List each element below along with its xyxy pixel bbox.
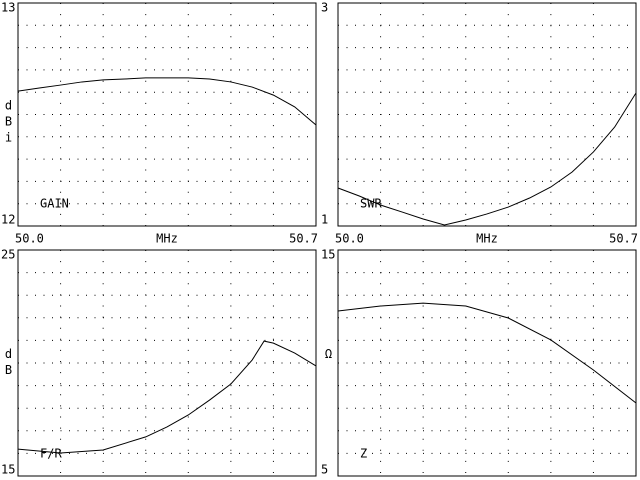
y-tick-label: 5 (321, 463, 328, 477)
y-tick-label: 3 (321, 1, 328, 15)
curve (337, 92, 637, 226)
curve (337, 302, 637, 404)
y-tick-label: 25 (1, 248, 15, 262)
plot-frame (337, 249, 637, 477)
plot-label: GAIN (40, 197, 69, 211)
plot-label: Z (360, 447, 367, 461)
curve (17, 340, 317, 454)
x-tick-label: 50.0 (15, 232, 44, 246)
plot-label: F/R (40, 447, 62, 461)
y-tick-label: 13 (1, 1, 15, 15)
y-tick-label: 12 (1, 213, 15, 227)
y-axis-label: dBi (2, 99, 16, 147)
y-tick-label: 15 (321, 248, 335, 262)
x-tick-label: 50.7 (289, 232, 318, 246)
x-tick-label: 50.7 (609, 232, 638, 246)
x-tick-label: 50.0 (335, 232, 364, 246)
plot-label: SWR (360, 197, 382, 211)
plot-frame (17, 249, 317, 477)
x-axis-label: MHz (156, 232, 178, 246)
y-axis-label: Ω (322, 347, 336, 363)
plot-frame (17, 2, 317, 227)
y-tick-label: 15 (1, 463, 15, 477)
curve (17, 77, 317, 126)
plot-frame (337, 2, 637, 227)
y-tick-label: 1 (321, 213, 328, 227)
y-axis-label: dB (2, 347, 16, 379)
x-axis-label: MHz (476, 232, 498, 246)
